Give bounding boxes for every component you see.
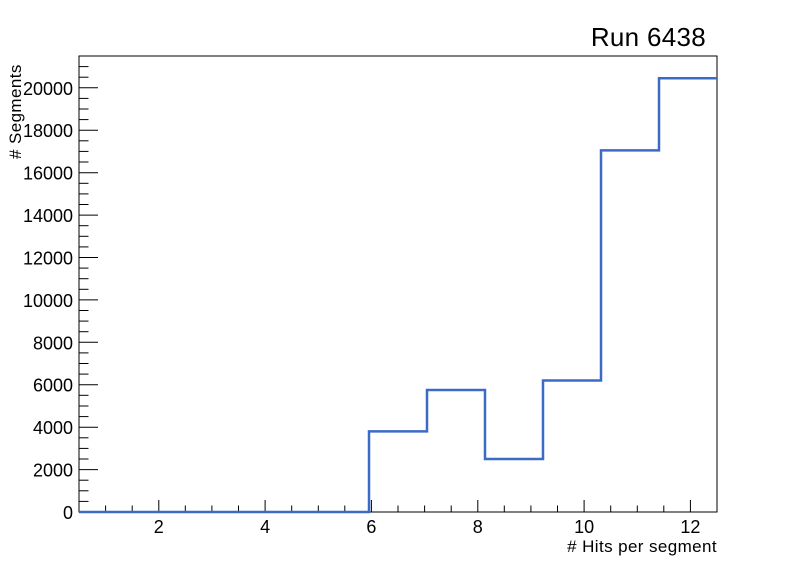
y-tick-label: 2000 — [33, 461, 73, 481]
y-axis-tick-labels: 0 2000 4000 6000 8000 10000 12000 14000 16000 180… — [23, 79, 73, 523]
x-tick-label: 2 — [154, 517, 164, 537]
y-tick-label: 6000 — [33, 376, 73, 396]
x-axis-title: # Hits per segment — [567, 537, 717, 556]
y-axis-title: # Segments — [6, 64, 25, 159]
x-tick-label: 8 — [473, 517, 483, 537]
chart-title: Run 6438 — [591, 22, 706, 52]
y-tick-label: 0 — [63, 503, 73, 523]
y-tick-label: 10000 — [23, 291, 73, 311]
y-tick-label: 16000 — [23, 164, 73, 184]
y-tick-label: 8000 — [33, 333, 73, 353]
x-axis-ticks — [105, 500, 691, 512]
y-tick-label: 18000 — [23, 121, 73, 141]
y-tick-label: 4000 — [33, 418, 73, 438]
y-axis-ticks — [79, 66, 98, 513]
histogram-step-line — [79, 77, 717, 514]
x-axis-tick-labels: 2 4 6 8 10 12 — [154, 517, 701, 537]
x-tick-label: 4 — [260, 517, 270, 537]
x-tick-label: 6 — [366, 517, 376, 537]
y-tick-label: 20000 — [23, 79, 73, 99]
plot-frame — [78, 55, 718, 513]
x-tick-label: 10 — [574, 517, 594, 537]
x-tick-label: 12 — [680, 517, 700, 537]
y-tick-label: 14000 — [23, 206, 73, 226]
y-tick-label: 12000 — [23, 249, 73, 269]
